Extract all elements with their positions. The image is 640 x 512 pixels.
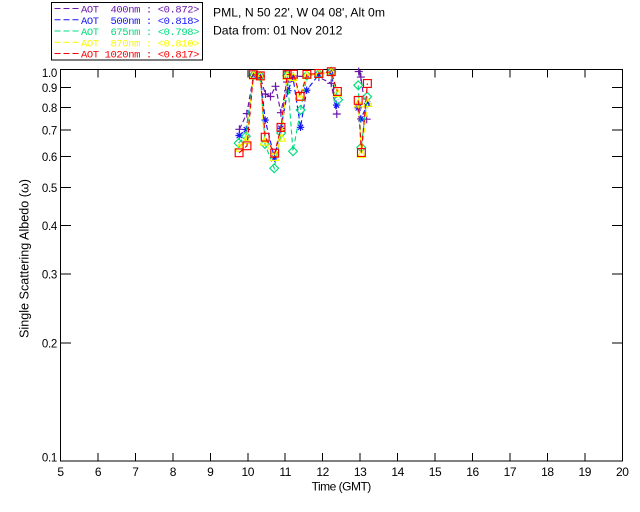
svg-text:10: 10: [242, 465, 255, 479]
svg-text:14: 14: [391, 465, 404, 479]
svg-text:19: 19: [579, 465, 592, 479]
svg-text:8: 8: [170, 465, 177, 479]
svg-text:7: 7: [132, 465, 139, 479]
svg-text:18: 18: [541, 465, 554, 479]
svg-text:9: 9: [207, 465, 214, 479]
svg-text:AOT 675nm : <0.798>: AOT 675nm : <0.798>: [81, 27, 199, 39]
svg-text:AOT 400nm : <0.872>: AOT 400nm : <0.872>: [81, 5, 199, 17]
svg-text:15: 15: [429, 465, 442, 479]
svg-text:5: 5: [57, 465, 64, 479]
svg-text:AOT 1020nm : <0.817>: AOT 1020nm : <0.817>: [81, 50, 199, 62]
svg-text:Time (GMT): Time (GMT): [312, 480, 372, 494]
svg-text:0.5: 0.5: [42, 183, 57, 195]
svg-text:Data from: 01 Nov 2012: Data from: 01 Nov 2012: [213, 24, 343, 38]
svg-text:6: 6: [95, 465, 102, 479]
svg-text:AOT 500nm : <0.818>: AOT 500nm : <0.818>: [81, 16, 199, 28]
svg-text:0.1: 0.1: [42, 453, 57, 465]
svg-text:0.9: 0.9: [42, 83, 57, 95]
svg-text:0.2: 0.2: [42, 339, 57, 351]
svg-text:20: 20: [616, 465, 629, 479]
svg-text:Single Scattering Albedo (ω): Single Scattering Albedo (ω): [18, 179, 32, 338]
svg-text:AOT 870nm : <0.810>: AOT 870nm : <0.810>: [81, 38, 199, 50]
svg-text:12: 12: [316, 465, 329, 479]
svg-text:0.4: 0.4: [42, 221, 58, 233]
svg-text:16: 16: [466, 465, 479, 479]
svg-text:0.6: 0.6: [42, 152, 57, 164]
svg-text:17: 17: [504, 465, 517, 479]
svg-text:0.7: 0.7: [42, 126, 57, 138]
svg-text:0.3: 0.3: [42, 270, 57, 282]
svg-text:0.8: 0.8: [42, 103, 57, 115]
svg-text:11: 11: [279, 465, 291, 479]
svg-text:13: 13: [354, 465, 367, 479]
svg-text:PML, N 50 22', W 04 08', Alt 0: PML, N 50 22', W 04 08', Alt 0m: [213, 6, 385, 20]
svg-text:1.0: 1.0: [42, 68, 57, 80]
